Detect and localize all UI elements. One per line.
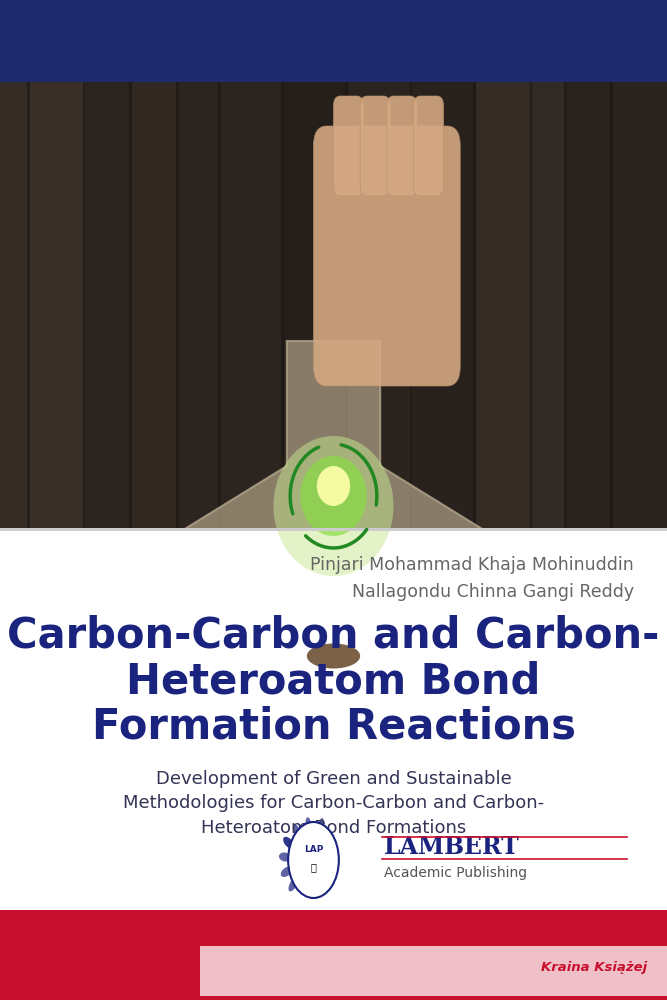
FancyBboxPatch shape [387,96,417,196]
FancyBboxPatch shape [360,96,390,196]
Bar [30,82,85,910]
Ellipse shape [283,837,294,849]
Bar [530,82,532,910]
Bar [613,82,667,910]
Ellipse shape [281,867,292,877]
Text: Nallagondu Chinna Gangi Reddy: Nallagondu Chinna Gangi Reddy [352,583,634,601]
Text: LAP: LAP [303,844,323,853]
Ellipse shape [307,644,360,668]
Bar [0,0,667,82]
FancyBboxPatch shape [414,96,444,196]
Bar [283,82,348,910]
Bar [200,946,667,996]
Text: LAMBERT: LAMBERT [384,835,520,859]
Text: Pinjari Mohammad Khaja Mohinuddin: Pinjari Mohammad Khaja Mohinuddin [310,556,634,574]
Ellipse shape [283,837,294,849]
Bar [345,82,348,910]
Bar [179,82,221,910]
Bar [567,82,613,910]
Bar [0,910,667,1000]
Ellipse shape [288,877,298,891]
Bar [0,531,667,915]
Ellipse shape [317,466,350,506]
Ellipse shape [300,456,367,536]
Bar [83,82,85,910]
Bar [85,82,132,910]
Ellipse shape [305,817,311,835]
Bar [532,82,567,910]
Text: Academic Publishing: Academic Publishing [384,866,527,880]
Bar [473,82,476,910]
Bar [129,82,132,910]
Bar [221,82,283,910]
Bar [132,82,179,910]
Bar [0,82,30,910]
Ellipse shape [273,436,394,576]
PathPatch shape [173,341,494,716]
Bar [176,82,179,910]
Bar [218,82,221,910]
Text: Kraina Książej: Kraina Książej [541,961,647,974]
Ellipse shape [317,818,324,836]
Bar [281,82,283,910]
Bar [0,528,667,531]
Bar [27,82,30,910]
Ellipse shape [279,852,291,862]
Bar [412,82,476,910]
Text: 📖: 📖 [311,862,316,872]
Text: Carbon-Carbon and Carbon-
Heteroatom Bond
Formation Reactions: Carbon-Carbon and Carbon- Heteroatom Bon… [7,615,660,748]
Bar [348,82,412,910]
Bar [610,82,613,910]
Bar [410,82,412,910]
Bar [476,82,532,910]
Bar [564,82,567,910]
Bar [0,82,667,910]
Circle shape [288,822,339,898]
FancyBboxPatch shape [334,96,364,196]
Text: Development of Green and Sustainable
Methodologies for Carbon-Carbon and Carbon-: Development of Green and Sustainable Met… [123,770,544,837]
Ellipse shape [293,824,301,840]
FancyBboxPatch shape [313,126,460,386]
